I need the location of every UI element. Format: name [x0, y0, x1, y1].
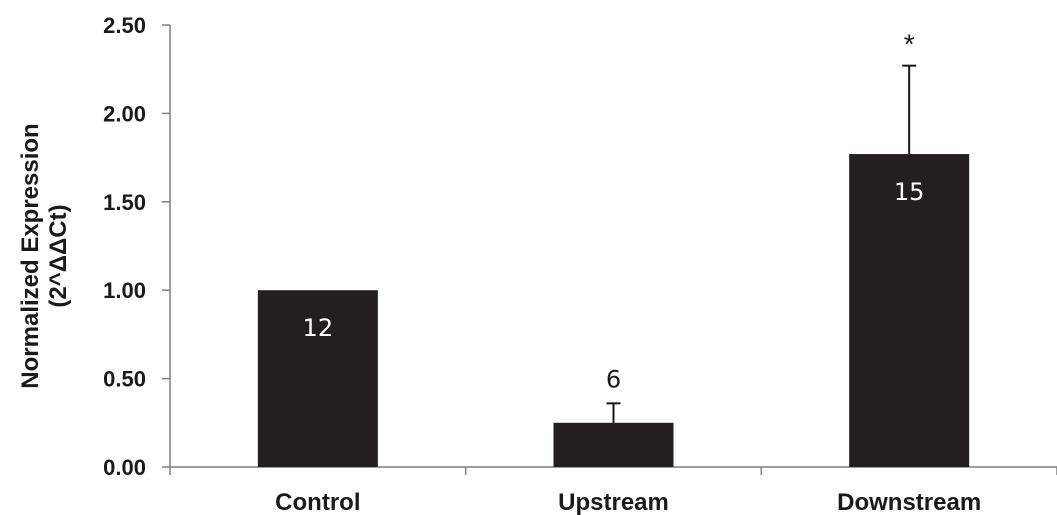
y-ticks: 0.00 0.50 1.00 1.50 2.00 2.50 [103, 13, 170, 480]
bar-data-label: 6 [606, 365, 621, 393]
bar-data-label: 15 [894, 178, 925, 206]
x-tick-labels: Control Upstream Downstream [275, 489, 981, 515]
y-tick-label: 1.50 [103, 190, 146, 215]
y-tick-label: 2.00 [103, 101, 146, 126]
bar-control [257, 290, 378, 467]
y-tick-label: 1.00 [103, 278, 146, 303]
significance-marker: * [904, 29, 915, 60]
y-axis-title-line: Normalized Expression [17, 123, 44, 388]
y-tick-label: 0.50 [103, 367, 146, 392]
y-tick-label: 2.50 [103, 13, 146, 38]
bar-data-label: 12 [303, 314, 334, 342]
x-tick-label: Downstream [837, 489, 981, 515]
y-axis-title-group: Normalized Expression (2^ΔΔCt) [17, 123, 72, 388]
x-tick-label: Upstream [558, 489, 669, 515]
y-axis-title: Normalized Expression (2^ΔΔCt) [17, 123, 72, 388]
bar-upstream [553, 422, 674, 467]
x-tick-label: Control [275, 489, 360, 515]
bar-downstream [849, 154, 970, 467]
y-axis-title-line: (2^ΔΔCt) [45, 204, 72, 307]
y-tick-label: 0.00 [103, 455, 146, 480]
bars: 12 6 15 * [257, 29, 970, 467]
